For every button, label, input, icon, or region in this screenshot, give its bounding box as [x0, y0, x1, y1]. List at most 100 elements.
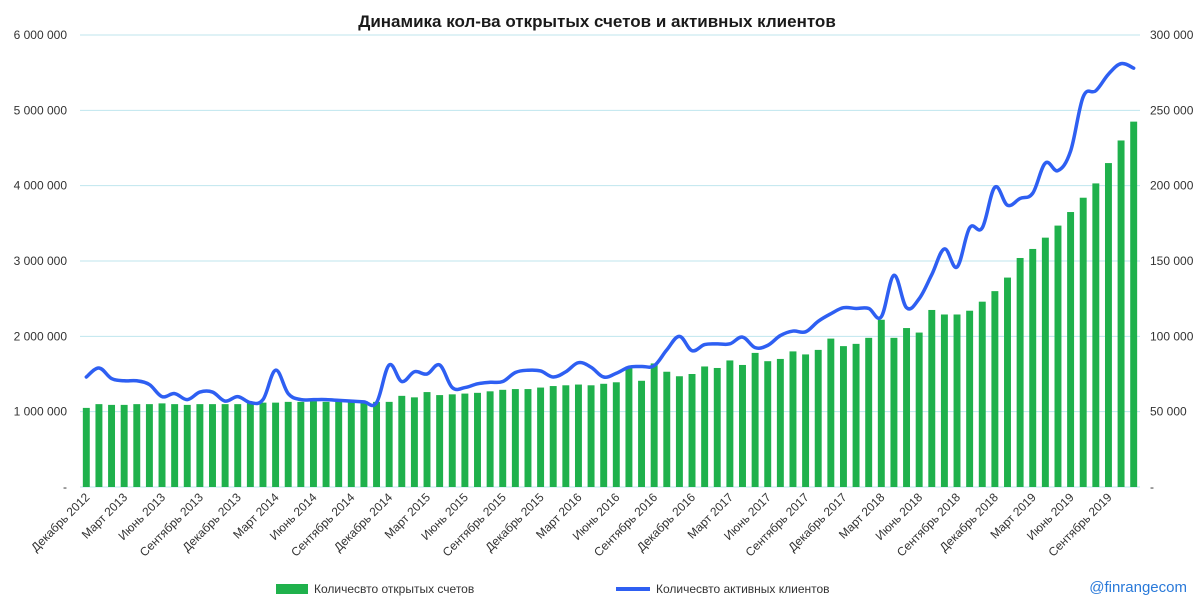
bar: [776, 358, 784, 487]
legend-label-line: Количесвто активных клиентов: [656, 582, 830, 596]
bar: [108, 404, 116, 487]
legend: Количесвто открытых счетов Количесвто ак…: [276, 582, 830, 596]
bar: [865, 337, 873, 487]
left-tick-label: 3 000 000: [14, 254, 68, 268]
bar: [827, 338, 835, 487]
bar: [145, 404, 153, 487]
bar: [272, 402, 280, 487]
bar: [221, 404, 229, 487]
bar: [1092, 183, 1100, 487]
x-tick-label: Декабрь 2012: [28, 490, 92, 554]
bar: [171, 404, 179, 487]
bar: [1029, 248, 1037, 487]
legend-swatch-bars: [276, 584, 308, 594]
bar: [701, 366, 709, 487]
bar: [436, 395, 444, 487]
bar: [953, 314, 961, 487]
bar: [511, 389, 519, 487]
left-tick-label: -: [63, 480, 67, 494]
bar: [486, 391, 494, 487]
bar: [877, 319, 885, 487]
bar: [1067, 212, 1075, 488]
bar: [309, 401, 317, 487]
right-tick-label: 150 000: [1150, 254, 1194, 268]
bar: [751, 352, 759, 487]
bar: [915, 332, 923, 487]
bar: [234, 404, 242, 487]
bar: [928, 309, 936, 487]
left-tick-label: 6 000 000: [14, 28, 68, 42]
bar: [625, 366, 633, 487]
bar: [1041, 237, 1049, 487]
grid-lines: [80, 34, 1140, 488]
bar: [373, 401, 381, 487]
left-tick-label: 5 000 000: [14, 103, 68, 117]
bar: [587, 385, 595, 487]
bar: [663, 371, 671, 487]
bar: [789, 351, 797, 487]
bar: [1079, 197, 1087, 487]
bar: [713, 367, 721, 487]
bar: [259, 402, 267, 487]
bar: [410, 397, 418, 487]
bar: [978, 301, 986, 487]
bar: [562, 385, 570, 487]
bar: [966, 310, 974, 487]
left-tick-label: 4 000 000: [14, 179, 68, 193]
bar: [95, 404, 103, 487]
bar: [335, 401, 343, 487]
bar: [246, 403, 254, 487]
bar: [209, 404, 216, 487]
bar: [650, 363, 658, 487]
bar-series: [82, 121, 1138, 488]
bar: [638, 380, 646, 487]
bar: [1117, 140, 1125, 487]
bar: [82, 407, 90, 487]
bar: [764, 361, 772, 487]
bar: [612, 382, 620, 487]
legend-label-bars: Количесвто открытых счетов: [314, 582, 474, 596]
bar: [1016, 257, 1024, 487]
bar: [284, 401, 292, 487]
bar: [423, 392, 431, 487]
bar: [448, 394, 456, 487]
left-tick-label: 2 000 000: [14, 329, 68, 343]
bar: [940, 314, 948, 487]
bar: [574, 384, 582, 487]
right-tick-label: -: [1150, 480, 1154, 494]
bar: [600, 383, 608, 487]
bar: [675, 376, 683, 487]
bar: [991, 291, 999, 487]
line-path: [84, 61, 1136, 408]
bar: [1054, 225, 1062, 488]
bar: [474, 392, 481, 487]
bar: [903, 328, 911, 487]
right-tick-label: 50 000: [1150, 405, 1187, 419]
bar: [347, 400, 355, 487]
bar: [890, 337, 898, 487]
bar: [814, 349, 822, 487]
bar: [852, 343, 860, 487]
bar: [133, 404, 141, 487]
bar: [688, 374, 696, 487]
bar: [1130, 121, 1138, 487]
right-axis-ticks: - 50 000 100 000 150 000 200 000 250 000 300 0…: [1150, 28, 1194, 494]
bar: [461, 393, 469, 487]
bar: [196, 404, 204, 487]
bar: [120, 404, 128, 487]
bar: [839, 346, 847, 487]
bar: [524, 389, 532, 487]
bar: [360, 401, 368, 487]
bar: [549, 386, 557, 487]
bar: [183, 404, 191, 487]
bar: [499, 389, 507, 487]
right-tick-label: 300 000: [1150, 28, 1194, 42]
chart-title: Динамика кол-ва открытых счетов и активн…: [358, 12, 836, 31]
bar: [322, 401, 330, 487]
left-axis-ticks: - 1 000 000 2 000 000 3 000 000 4 000 000 5 0…: [14, 28, 68, 494]
bar: [158, 403, 166, 487]
bar: [726, 360, 734, 487]
watermark: @finrangecom: [1089, 579, 1187, 596]
